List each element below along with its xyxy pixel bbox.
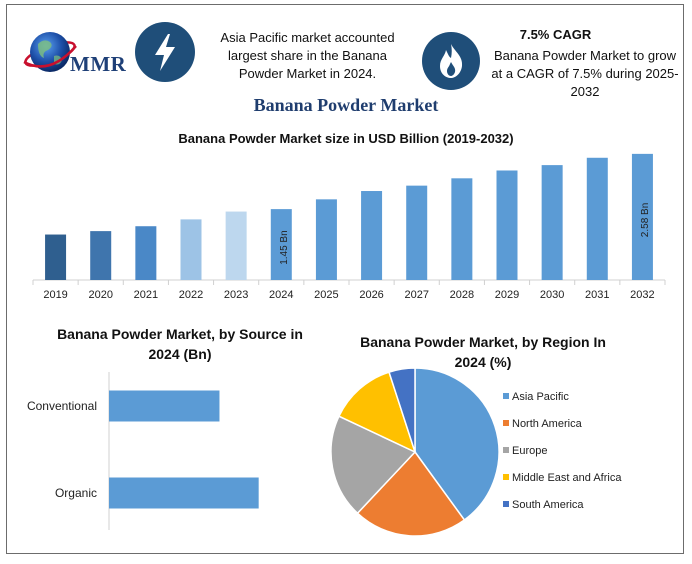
legend-swatch — [503, 474, 509, 480]
pie-slice-asia-pacific — [414, 367, 500, 522]
legend-swatch — [503, 447, 509, 453]
bar-2022 — [180, 219, 202, 280]
bar-2025 — [315, 199, 337, 280]
x-tick-label: 2027 — [404, 289, 428, 301]
bar-2032 — [631, 153, 653, 280]
x-tick-label: 2032 — [630, 289, 654, 301]
y-tick-label: Organic — [55, 486, 97, 500]
bar-2019 — [45, 234, 67, 280]
bar-2030 — [541, 165, 563, 280]
bar-2028 — [451, 178, 473, 280]
x-tick-label: 2029 — [495, 289, 519, 301]
bar-2023 — [225, 211, 247, 280]
x-tick-label: 2028 — [450, 289, 474, 301]
pie-slice-middle-east-and-africa — [337, 371, 417, 454]
legend-label: North America — [512, 418, 583, 430]
bar-2024 — [270, 209, 292, 280]
legend-swatch — [503, 420, 509, 426]
x-tick-label: 2021 — [134, 289, 158, 301]
x-tick-label: 2024 — [269, 289, 293, 301]
lightning-bolt-icon — [155, 34, 175, 71]
x-tick-label: 2026 — [359, 289, 383, 301]
legend-label: Europe — [512, 445, 547, 457]
logo-text: MMR — [70, 52, 127, 76]
bar-2020 — [90, 231, 112, 280]
x-tick-label: 2022 — [179, 289, 203, 301]
legend-label: South America — [512, 499, 584, 511]
x-tick-label: 2019 — [43, 289, 67, 301]
x-tick-label: 2020 — [88, 289, 112, 301]
pie-slice-north-america — [356, 450, 466, 537]
hbar-organic — [109, 477, 259, 509]
share-text: Asia Pacific market accounted largest sh… — [220, 30, 395, 81]
data-label-2032: 2.58 Bn — [640, 203, 651, 237]
pie-slice-europe — [330, 415, 417, 515]
cagr-text: Banana Powder Market to grow at a CAGR o… — [491, 48, 679, 99]
legend-swatch — [503, 501, 509, 507]
bar-2026 — [361, 191, 383, 280]
y-tick-label: Conventional — [27, 399, 97, 413]
legend-swatch — [503, 393, 509, 399]
x-tick-label: 2023 — [224, 289, 248, 301]
size-chart-title: Banana Powder Market size in USD Billion… — [178, 131, 514, 146]
bar-2027 — [406, 185, 428, 280]
cagr-title: 7.5% CAGR — [519, 27, 592, 42]
hbar-conventional — [109, 390, 220, 422]
x-tick-label: 2030 — [540, 289, 564, 301]
flame-icon — [440, 44, 463, 78]
source-chart-title: Banana Powder Market, by Source in 2024 … — [57, 326, 303, 362]
legend-label: Middle East and Africa — [512, 472, 622, 484]
x-tick-label: 2025 — [314, 289, 338, 301]
bar-2029 — [496, 170, 518, 280]
legend-label: Asia Pacific — [512, 391, 569, 403]
region-chart-title: Banana Powder Market, by Region In 2024 … — [360, 334, 606, 370]
logo: MMR — [14, 24, 134, 84]
flame-badge — [422, 32, 480, 90]
globe-icon — [23, 32, 77, 72]
bar-2031 — [586, 157, 608, 280]
bar-2021 — [135, 226, 157, 280]
lightning-badge — [135, 22, 195, 82]
data-label-2024: 1.45 Bn — [279, 230, 290, 264]
pie-slice-south-america — [388, 367, 416, 453]
x-tick-label: 2031 — [585, 289, 609, 301]
main-title: Banana Powder Market — [253, 95, 439, 115]
